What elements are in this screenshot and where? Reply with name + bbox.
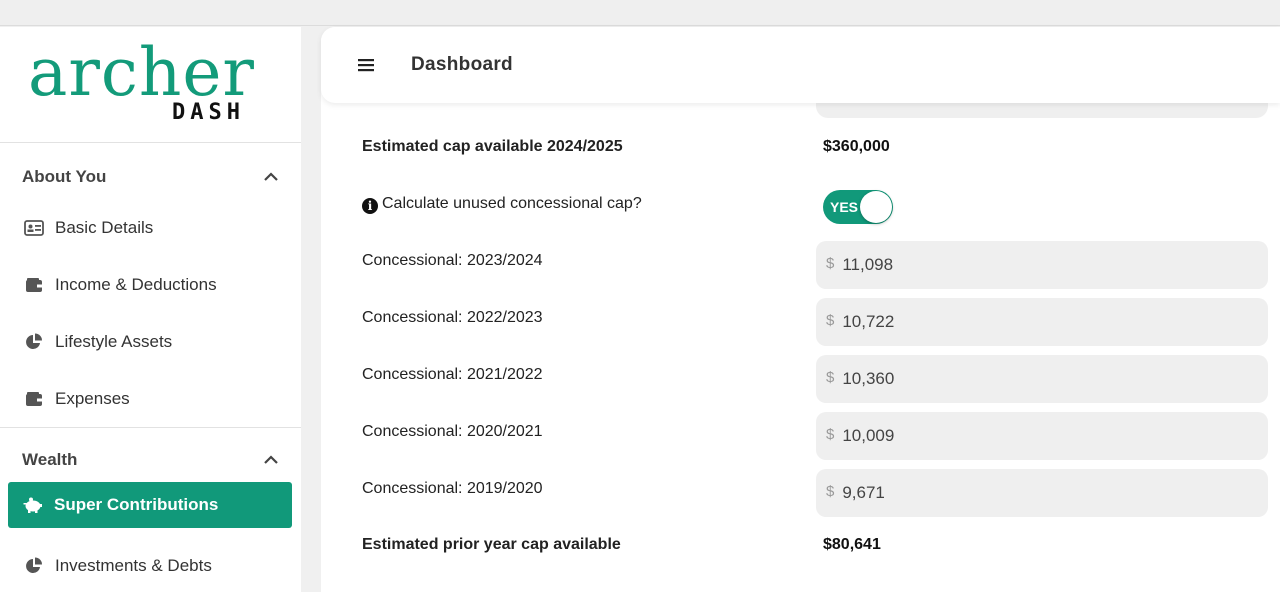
sidebar-item-label: Lifestyle Assets <box>55 331 173 351</box>
sidebar-section-about-you: About You Basic Details Income & Deducti… <box>0 155 301 427</box>
chevron-up-icon <box>264 172 278 181</box>
section-header-about-you[interactable]: About You <box>0 155 301 199</box>
sidebar-item-label: Basic Details <box>55 217 154 237</box>
currency-symbol: $ <box>826 425 835 443</box>
sidebar: archer DASH About You Basic Details Inco… <box>0 27 301 592</box>
section-title: About You <box>22 167 107 186</box>
sidebar-section-wealth: Wealth Super Contributions Investments &… <box>0 438 301 592</box>
sidebar-item-basic-details[interactable]: Basic Details <box>0 199 301 256</box>
concessional-value: 10,360 <box>842 369 895 388</box>
info-icon[interactable]: i <box>362 198 378 214</box>
brand-sub: DASH <box>172 100 245 125</box>
piggy-bank-icon <box>23 495 43 515</box>
brand-name: archer <box>28 34 255 111</box>
pie-chart-icon <box>24 556 44 576</box>
section-title: Wealth <box>22 450 78 469</box>
sidebar-item-label: Expenses <box>55 388 130 408</box>
unused-cap-label: Calculate unused concessional cap? <box>382 195 642 212</box>
sidebar-item-label: Income & Deductions <box>55 274 217 294</box>
unused-cap-toggle[interactable]: YES <box>823 190 893 224</box>
chevron-up-icon <box>264 455 278 464</box>
sidebar-item-investments-debts[interactable]: Investments & Debts <box>0 537 301 592</box>
sidebar-item-label: Investments & Debts <box>55 555 212 575</box>
concessional-input[interactable]: $ 10,722 <box>816 298 1268 346</box>
concessional-input[interactable]: $ 9,671 <box>816 469 1268 517</box>
section-header-wealth[interactable]: Wealth <box>0 438 301 482</box>
estimated-cap-value: $360,000 <box>823 138 890 155</box>
prior-cap-label: Estimated prior year cap available <box>362 536 621 553</box>
wallet-icon <box>24 275 44 295</box>
toggle-label: YES <box>830 199 859 215</box>
super-contributions-form: Estimated cap available 2024/2025 $360,0… <box>326 92 1280 592</box>
concessional-input[interactable]: $ 10,009 <box>816 412 1268 460</box>
browser-top-strip <box>0 0 1280 26</box>
id-card-icon <box>24 218 44 238</box>
toggle-knob <box>860 191 892 223</box>
concessional-label: Concessional: 2022/2023 <box>362 309 543 326</box>
unused-cap-label-wrap: i Calculate unused concessional cap? <box>362 195 642 214</box>
concessional-input[interactable]: $ 11,098 <box>816 241 1268 289</box>
concessional-value: 9,671 <box>842 483 885 502</box>
concessional-label: Concessional: 2020/2021 <box>362 423 543 440</box>
estimated-cap-label: Estimated cap available 2024/2025 <box>362 138 623 155</box>
currency-symbol: $ <box>826 311 835 329</box>
concessional-label: Concessional: 2023/2024 <box>362 252 543 269</box>
sidebar-item-expenses[interactable]: Expenses <box>0 370 301 427</box>
page-title: Dashboard <box>411 54 513 75</box>
concessional-label: Concessional: 2021/2022 <box>362 366 543 383</box>
currency-symbol: $ <box>826 254 835 272</box>
concessional-value: 10,009 <box>842 426 895 445</box>
concessional-input[interactable]: $ 10,360 <box>816 355 1268 403</box>
currency-symbol: $ <box>826 368 835 386</box>
prior-cap-value: $80,641 <box>823 536 881 553</box>
wallet-icon <box>24 389 44 409</box>
sidebar-divider <box>0 427 301 428</box>
concessional-value: 11,098 <box>842 255 894 274</box>
sidebar-item-lifestyle-assets[interactable]: Lifestyle Assets <box>0 313 301 370</box>
hamburger-icon <box>358 59 374 72</box>
currency-symbol: $ <box>826 482 835 500</box>
concessional-value: 10,722 <box>842 312 895 331</box>
brand-logo[interactable]: archer DASH <box>0 27 301 143</box>
app-header: Dashboard <box>321 27 1280 103</box>
sidebar-item-super-contributions[interactable]: Super Contributions <box>8 482 292 528</box>
concessional-label: Concessional: 2019/2020 <box>362 480 543 497</box>
menu-button[interactable] <box>351 50 381 80</box>
pie-chart-icon <box>24 332 44 352</box>
sidebar-item-label: Super Contributions <box>54 495 219 514</box>
sidebar-item-income-deductions[interactable]: Income & Deductions <box>0 256 301 313</box>
